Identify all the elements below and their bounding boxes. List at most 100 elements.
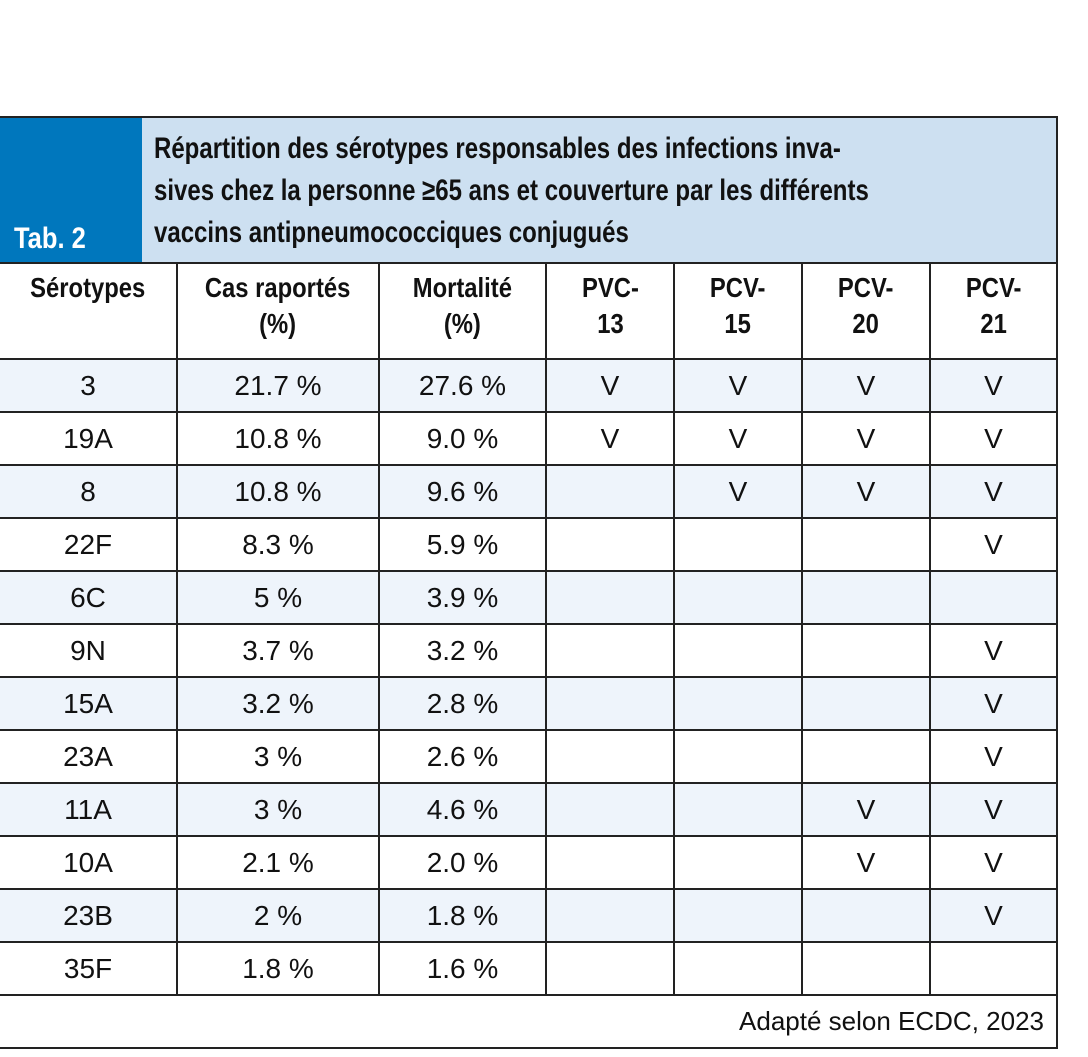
title-line: sives chez la personne ≥65 ans et couver…	[154, 174, 869, 207]
table-cell: 19A	[0, 411, 178, 466]
table-cell: V	[801, 835, 931, 890]
table-cell: 1.8 %	[176, 941, 380, 996]
column-header: PCV- 21	[929, 264, 1056, 360]
table-cell	[545, 941, 675, 996]
table-cell	[545, 623, 675, 678]
table-row: 8 10.8 % 9.6 % V V V	[0, 464, 1056, 519]
table-cell	[673, 782, 803, 837]
source-note: Adapté selon ECDC, 2023	[0, 994, 1056, 1047]
header-line: 15	[724, 308, 752, 339]
table-cell: V	[545, 411, 675, 466]
header-line: 21	[980, 308, 1007, 339]
table-cell	[673, 888, 803, 943]
table-cell: 23B	[0, 888, 178, 943]
table-row: 23B 2 % 1.8 % V	[0, 888, 1056, 943]
table-cell: 15A	[0, 676, 178, 731]
title-line: vaccins antipneumococciques conjugués	[154, 216, 629, 249]
table-cell	[545, 888, 675, 943]
table-cell: 9.0 %	[378, 411, 547, 466]
header-line: (%)	[443, 308, 482, 339]
table-cell	[545, 729, 675, 784]
table-cell: 3.2 %	[176, 676, 380, 731]
table-cell	[673, 729, 803, 784]
column-header-text: PCV- 20	[838, 270, 894, 342]
header-line: PVC-	[581, 272, 639, 303]
column-header-text: PCV- 21	[966, 270, 1022, 342]
table-cell: V	[929, 358, 1056, 413]
column-header-text: PCV- 15	[710, 270, 766, 342]
table-cell: 9N	[0, 623, 178, 678]
table-cell: 3	[0, 358, 178, 413]
column-header-text: PVC- 13	[582, 270, 639, 342]
table-cell: 3 %	[176, 782, 380, 837]
table-cell: 5.9 %	[378, 517, 547, 572]
table-cell: V	[929, 517, 1056, 572]
table-title: Répartition des sérotypes responsables d…	[142, 118, 1056, 262]
table-cell	[801, 570, 931, 625]
table-cell: V	[545, 358, 675, 413]
table-cell: 10.8 %	[176, 411, 380, 466]
table-cell: 35F	[0, 941, 178, 996]
table-cell	[545, 517, 675, 572]
table-cell: V	[929, 888, 1056, 943]
table-cell	[801, 941, 931, 996]
table-cell	[673, 623, 803, 678]
table-row: 6C 5 % 3.9 %	[0, 570, 1056, 625]
table-cell: V	[929, 729, 1056, 784]
table-cell: 2.0 %	[378, 835, 547, 890]
header-line: Mortalité	[412, 272, 513, 303]
table-cell: V	[801, 782, 931, 837]
column-header-row: Sérotypes Cas raportés (%) Mortalité (%) PVC-…	[0, 264, 1056, 360]
table-cell	[801, 729, 931, 784]
table-cell: 3.7 %	[176, 623, 380, 678]
table-cell: 23A	[0, 729, 178, 784]
table-cell: 3.9 %	[378, 570, 547, 625]
table-cell: V	[673, 464, 803, 519]
source-row: Adapté selon ECDC, 2023	[0, 994, 1056, 1047]
column-header: Sérotypes	[0, 264, 178, 360]
table-cell	[545, 835, 675, 890]
table-cell	[929, 941, 1056, 996]
table-header: Tab. 2 Répartition des sérotypes respons…	[0, 118, 1056, 264]
table-cell: 2.8 %	[378, 676, 547, 731]
column-header: Mortalité (%)	[378, 264, 547, 360]
table-cell: 6C	[0, 570, 178, 625]
header-line: PCV-	[838, 272, 894, 303]
table-cell: 4.6 %	[378, 782, 547, 837]
column-header: Cas raportés (%)	[176, 264, 380, 360]
table-row: 22F 8.3 % 5.9 % V	[0, 517, 1056, 572]
table-cell	[673, 517, 803, 572]
header-line: Cas raportés	[205, 272, 351, 303]
header-line: 13	[596, 308, 624, 339]
table-cell	[929, 570, 1056, 625]
table-figure: Tab. 2 Répartition des sérotypes respons…	[0, 116, 1058, 1049]
table-cell: V	[929, 464, 1056, 519]
table-cell: 21.7 %	[176, 358, 380, 413]
header-line: PCV-	[710, 272, 766, 303]
table-cell	[673, 835, 803, 890]
table-number-label: Tab. 2	[0, 118, 142, 262]
header-line: 20	[852, 308, 880, 339]
table-cell: 5 %	[176, 570, 380, 625]
table-cell: 1.8 %	[378, 888, 547, 943]
table-cell: V	[801, 411, 931, 466]
table-cell	[801, 676, 931, 731]
table-cell: 11A	[0, 782, 178, 837]
table-row: 15A 3.2 % 2.8 % V	[0, 676, 1056, 731]
table-cell: 8	[0, 464, 178, 519]
table-cell: V	[929, 411, 1056, 466]
table-cell: 2 %	[176, 888, 380, 943]
tab-label-text: Tab. 2	[14, 222, 86, 255]
table-row: 23A 3 % 2.6 % V	[0, 729, 1056, 784]
table-cell	[545, 676, 675, 731]
column-header-text: Sérotypes	[30, 270, 145, 306]
table-cell	[801, 623, 931, 678]
table-cell: 22F	[0, 517, 178, 572]
table-cell: 27.6 %	[378, 358, 547, 413]
table-cell: V	[929, 782, 1056, 837]
table-row: 3 21.7 % 27.6 % V V V V	[0, 358, 1056, 413]
table-cell	[673, 570, 803, 625]
table-row: 10A 2.1 % 2.0 % V V	[0, 835, 1056, 890]
table-cell: 9.6 %	[378, 464, 547, 519]
header-line: Sérotypes	[30, 272, 146, 303]
